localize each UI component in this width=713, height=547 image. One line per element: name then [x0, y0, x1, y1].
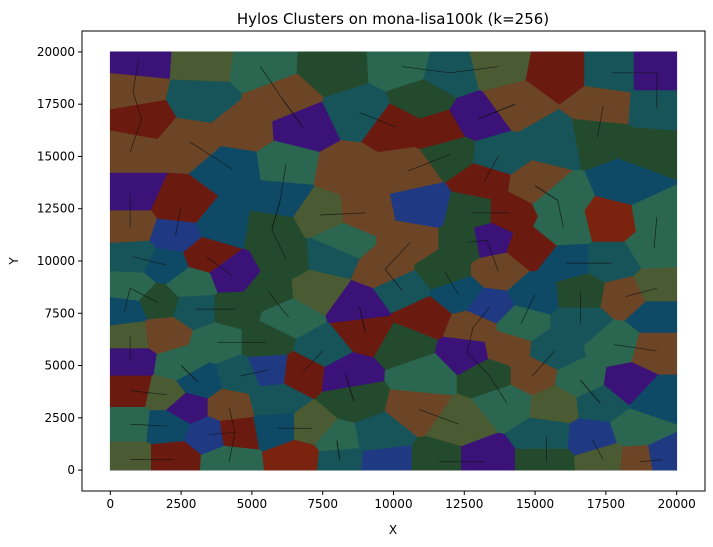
cluster-link: [260, 66, 284, 101]
cluster-link: [520, 294, 536, 324]
cluster-cell: [109, 321, 150, 350]
x-tick-label: 2500: [166, 497, 197, 511]
x-tick-label: 5000: [237, 497, 268, 511]
cluster-link: [271, 200, 281, 230]
cluster-link: [444, 271, 459, 295]
cluster-cell: [573, 442, 624, 471]
cluster-link: [614, 344, 657, 352]
cluster-link: [180, 365, 199, 383]
x-tick-label: 15000: [516, 497, 554, 511]
cluster-link: [639, 459, 663, 463]
cluster-link: [486, 239, 499, 272]
cluster-link: [132, 60, 139, 92]
cluster-link: [359, 112, 397, 128]
cluster-link: [580, 379, 601, 404]
cluster-cell: [628, 90, 678, 132]
cluster-link: [483, 156, 499, 182]
cluster-link: [450, 66, 499, 74]
y-tick-label: 17500: [37, 97, 75, 111]
cluster-link: [132, 91, 142, 119]
plot-area: [109, 51, 678, 471]
cluster-link: [384, 269, 403, 291]
cluster-link: [625, 287, 657, 297]
y-axis: 0 2500 5000 7500 10000 12500 15000 17500 20000: [37, 45, 82, 477]
cluster-cell: [109, 348, 158, 377]
cluster-cell: [219, 416, 261, 451]
x-tick-label: 0: [106, 497, 114, 511]
x-tick-label: 10000: [374, 497, 412, 511]
cluster-link: [467, 239, 487, 243]
cluster-link: [209, 432, 235, 435]
cluster-cell: [109, 441, 152, 471]
x-tick-label: 12500: [445, 497, 483, 511]
cluster-link: [597, 106, 604, 138]
y-tick-label: 20000: [37, 45, 75, 59]
x-tick-label: 20000: [658, 497, 696, 511]
cluster-cells: [109, 51, 678, 471]
x-axis-label: X: [389, 523, 397, 537]
cluster-links: [124, 60, 663, 463]
cluster-link: [531, 350, 556, 377]
cluster-link: [130, 423, 167, 427]
cluster-link: [124, 288, 131, 312]
cluster-cell: [150, 441, 202, 471]
cluster-link: [401, 66, 451, 74]
y-tick-label: 10000: [37, 254, 75, 268]
y-tick-label: 12500: [37, 202, 75, 216]
cluster-cell: [648, 431, 678, 471]
cluster-link: [228, 407, 236, 433]
cluster-link: [129, 287, 159, 304]
chart-title: Hylos Clusters on mona-lisa100k (k=256): [237, 10, 549, 28]
cluster-link: [478, 103, 516, 120]
cluster-link: [282, 99, 304, 128]
cluster-cell: [620, 445, 654, 471]
cluster-link: [359, 306, 366, 333]
cluster-link: [189, 141, 233, 170]
cluster-link: [534, 185, 558, 201]
cluster-link: [472, 306, 491, 329]
x-tick-label: 7500: [307, 497, 338, 511]
cluster-link: [591, 438, 604, 460]
cluster-link: [319, 212, 366, 216]
cluster-link: [175, 206, 182, 236]
cluster-link: [279, 164, 287, 201]
x-axis: 0 2500 5000 7500 10000 12500 15000 17500 20000: [106, 491, 696, 511]
cluster-cell: [584, 51, 635, 94]
cluster-link: [268, 292, 289, 318]
cluster-link: [466, 327, 474, 354]
x-tick-label: 17500: [587, 497, 625, 511]
cluster-link: [302, 350, 323, 373]
cluster-link: [489, 375, 508, 404]
cluster-link: [345, 373, 355, 402]
cluster-link: [384, 241, 411, 270]
cluster-link: [240, 369, 269, 377]
cluster-link: [130, 390, 167, 396]
cluster-cell: [109, 375, 153, 408]
y-tick-label: 2500: [44, 411, 75, 425]
cluster-link: [336, 440, 341, 460]
cluster-cell: [169, 51, 235, 83]
y-tick-label: 15000: [37, 149, 75, 163]
y-axis-label: Y: [7, 257, 21, 266]
cluster-cell: [316, 448, 364, 471]
cluster-link: [557, 200, 564, 228]
cluster-link: [271, 229, 287, 260]
y-tick-label: 5000: [44, 359, 75, 373]
cluster-link: [418, 409, 459, 425]
y-tick-label: 0: [67, 463, 75, 477]
cluster-link: [407, 154, 451, 172]
cluster-link: [466, 352, 491, 377]
cluster-link: [206, 256, 233, 276]
cluster-cell: [633, 51, 678, 91]
cluster-link: [653, 217, 658, 249]
y-tick-label: 7500: [44, 306, 75, 320]
cluster-link: [228, 432, 236, 462]
cluster-cell: [109, 210, 158, 244]
cluster-cell: [514, 448, 576, 471]
cluster-link: [132, 256, 168, 266]
cluster-link: [129, 118, 142, 153]
